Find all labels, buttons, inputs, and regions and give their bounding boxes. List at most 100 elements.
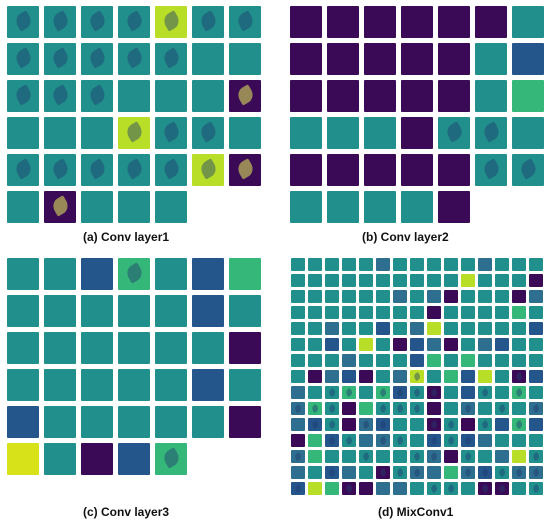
feature-map-tile bbox=[427, 482, 441, 495]
feature-map-tile bbox=[364, 191, 396, 223]
feature-map-tile bbox=[478, 402, 492, 415]
feature-map-tile bbox=[475, 6, 507, 38]
feature-map-tile bbox=[44, 191, 76, 223]
feature-map-tile bbox=[393, 386, 407, 399]
feature-map-tile bbox=[291, 370, 305, 383]
feature-map-grid-b bbox=[290, 6, 544, 223]
feature-map-tile bbox=[291, 402, 305, 415]
feature-map-tile bbox=[478, 274, 492, 287]
feature-map-tile bbox=[461, 434, 475, 447]
feature-map-tile bbox=[118, 443, 150, 475]
feature-map-tile bbox=[118, 295, 150, 327]
feature-map-tile bbox=[327, 80, 359, 112]
feature-map-tile bbox=[393, 434, 407, 447]
feature-map-tile bbox=[495, 418, 509, 431]
feature-map-tile bbox=[364, 6, 396, 38]
feature-map-tile bbox=[427, 306, 441, 319]
feature-map-tile bbox=[44, 43, 76, 75]
feature-map-tile bbox=[342, 450, 356, 463]
feature-map-tile bbox=[7, 191, 39, 223]
feature-map-tile bbox=[364, 117, 396, 149]
feature-map-tile bbox=[325, 338, 339, 351]
feature-map-tile bbox=[529, 338, 543, 351]
feature-map-tile bbox=[342, 370, 356, 383]
feature-map-tile bbox=[478, 466, 492, 479]
feature-map-tile bbox=[325, 466, 339, 479]
feature-map-tile bbox=[461, 466, 475, 479]
feature-map-tile bbox=[478, 354, 492, 367]
feature-map-tile bbox=[529, 274, 543, 287]
feature-map-tile bbox=[444, 258, 458, 271]
feature-map-tile bbox=[81, 332, 113, 364]
feature-map-tile bbox=[342, 354, 356, 367]
feature-map-tile bbox=[427, 370, 441, 383]
feature-map-tile bbox=[478, 290, 492, 303]
feature-map-tile bbox=[478, 322, 492, 335]
feature-map-tile bbox=[393, 450, 407, 463]
feature-map-tile bbox=[478, 258, 492, 271]
feature-map-tile bbox=[461, 386, 475, 399]
feature-map-tile bbox=[438, 6, 470, 38]
feature-map-tile bbox=[325, 322, 339, 335]
feature-map-tile bbox=[291, 354, 305, 367]
feature-map-tile bbox=[359, 274, 373, 287]
feature-map-tile bbox=[438, 80, 470, 112]
feature-map-tile bbox=[118, 43, 150, 75]
feature-map-tile bbox=[155, 80, 187, 112]
feature-map-tile bbox=[118, 332, 150, 364]
feature-map-tile bbox=[7, 369, 39, 401]
feature-map-tile bbox=[495, 322, 509, 335]
feature-map-tile bbox=[512, 418, 526, 431]
feature-map-tile bbox=[478, 434, 492, 447]
feature-map-tile bbox=[478, 450, 492, 463]
feature-map-tile bbox=[376, 450, 390, 463]
feature-map-tile bbox=[410, 274, 424, 287]
feature-map-tile bbox=[495, 274, 509, 287]
feature-map-tile bbox=[393, 306, 407, 319]
feature-map-tile bbox=[376, 306, 390, 319]
feature-map-tile bbox=[192, 6, 224, 38]
feature-map-tile bbox=[327, 154, 359, 186]
feature-map-tile bbox=[478, 338, 492, 351]
feature-map-tile bbox=[495, 370, 509, 383]
feature-map-tile bbox=[529, 370, 543, 383]
feature-map-tile bbox=[475, 80, 507, 112]
feature-map-tile bbox=[342, 418, 356, 431]
feature-map-tile bbox=[229, 117, 261, 149]
feature-map-tile bbox=[155, 191, 187, 223]
feature-map-tile bbox=[376, 434, 390, 447]
feature-map-tile bbox=[410, 290, 424, 303]
feature-map-tile bbox=[359, 338, 373, 351]
feature-map-tile bbox=[512, 290, 526, 303]
feature-map-tile bbox=[393, 370, 407, 383]
feature-map-tile bbox=[393, 338, 407, 351]
feature-map-tile bbox=[44, 332, 76, 364]
feature-map-tile bbox=[81, 369, 113, 401]
feature-map-tile bbox=[81, 154, 113, 186]
feature-map-tile bbox=[410, 386, 424, 399]
feature-map-tile bbox=[393, 402, 407, 415]
feature-map-tile bbox=[325, 402, 339, 415]
feature-map-tile bbox=[512, 6, 544, 38]
feature-map-tile bbox=[393, 466, 407, 479]
feature-map-tile bbox=[192, 117, 224, 149]
feature-map-tile bbox=[359, 434, 373, 447]
feature-map-tile bbox=[461, 290, 475, 303]
feature-map-tile bbox=[155, 406, 187, 438]
feature-map-tile bbox=[155, 332, 187, 364]
feature-map-tile bbox=[427, 450, 441, 463]
feature-map-tile bbox=[7, 43, 39, 75]
feature-map-tile bbox=[529, 418, 543, 431]
feature-map-tile bbox=[427, 418, 441, 431]
feature-map-tile bbox=[308, 290, 322, 303]
feature-map-tile bbox=[308, 274, 322, 287]
feature-map-tile bbox=[529, 322, 543, 335]
feature-map-tile bbox=[290, 6, 322, 38]
feature-map-tile bbox=[393, 482, 407, 495]
feature-map-tile bbox=[290, 117, 322, 149]
feature-map-tile bbox=[192, 80, 224, 112]
feature-map-tile bbox=[325, 482, 339, 495]
feature-map-tile bbox=[81, 80, 113, 112]
feature-map-tile bbox=[192, 295, 224, 327]
feature-map-tile bbox=[155, 154, 187, 186]
